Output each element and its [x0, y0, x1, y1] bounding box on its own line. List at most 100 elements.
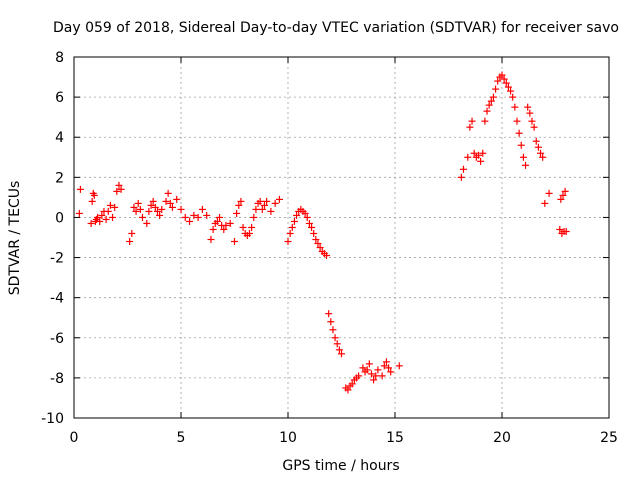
grid-lines [74, 57, 609, 418]
data-point [151, 203, 159, 211]
data-point [374, 366, 382, 374]
data-point [485, 101, 493, 109]
data-point [109, 213, 117, 221]
data-point [502, 79, 510, 87]
data-point [338, 350, 345, 358]
data-point [489, 93, 497, 101]
data-point [198, 205, 206, 213]
y-tick-label: -4 [50, 291, 64, 307]
data-point [365, 360, 373, 368]
data-point [88, 197, 96, 205]
data-point [457, 173, 465, 181]
data-point [216, 213, 224, 221]
data-point [325, 310, 333, 318]
data-point [162, 197, 170, 205]
data-point [111, 203, 119, 211]
data-point [87, 219, 95, 227]
data-point [470, 149, 478, 157]
y-tick-label: 4 [55, 130, 64, 146]
data-point [312, 236, 320, 244]
data-point [331, 334, 339, 342]
data-point [177, 205, 185, 213]
data-point [504, 83, 512, 91]
data-point [267, 207, 275, 215]
data-point [387, 368, 395, 376]
data-point [468, 117, 476, 125]
data-point [213, 217, 221, 225]
chart-title: Day 059 of 2018, Sidereal Day-to-day VTE… [53, 20, 619, 36]
data-point [156, 211, 164, 219]
data-point [145, 207, 153, 215]
data-point [308, 223, 316, 231]
data-point [222, 221, 230, 229]
data-point [522, 161, 530, 169]
data-point [186, 217, 194, 225]
data-point [153, 207, 161, 215]
data-point [519, 153, 527, 161]
data-point [310, 229, 318, 237]
data-point [385, 364, 393, 372]
x-tick-label: 0 [70, 430, 79, 446]
y-tick-label: -8 [50, 371, 64, 387]
x-tick-label: 25 [600, 430, 618, 446]
data-point [557, 195, 565, 203]
data-point [207, 236, 215, 244]
axis-ticks: 0 5 10 15 20 25 -10 -8 -6 -4 -2 0 2 4 6 8 [41, 50, 618, 446]
data-point [226, 219, 234, 227]
y-tick-label: -10 [41, 411, 64, 427]
data-point [541, 199, 549, 207]
data-point [181, 213, 189, 221]
data-point [545, 189, 553, 197]
data-point [498, 71, 506, 79]
data-point [194, 213, 202, 221]
data-point [507, 87, 515, 95]
x-axis-title: GPS time / hours [282, 458, 399, 474]
data-point [562, 227, 570, 235]
data-point [481, 117, 489, 125]
data-point [524, 103, 532, 111]
data-point [94, 213, 102, 221]
data-point [290, 217, 298, 225]
data-point [305, 219, 313, 227]
data-point [209, 225, 217, 233]
data-point [130, 203, 138, 211]
y-tick-label: 8 [55, 50, 64, 66]
y-tick-label: 2 [55, 170, 64, 186]
data-point [500, 75, 508, 83]
data-point [75, 209, 83, 217]
data-point [284, 238, 292, 246]
data-point [327, 318, 335, 326]
data-point [464, 153, 472, 161]
data-point [466, 123, 474, 131]
data-point [301, 209, 309, 217]
data-point [459, 165, 467, 173]
data-point [98, 211, 106, 219]
data-point [132, 207, 140, 215]
data-point [220, 225, 228, 233]
data-point [329, 326, 337, 334]
x-tick-label: 20 [493, 430, 511, 446]
data-point [134, 199, 142, 207]
data-point [561, 187, 569, 195]
data-point [333, 340, 341, 348]
data-point [136, 205, 144, 213]
data-point [335, 346, 343, 354]
data-point [556, 225, 564, 233]
data-point [147, 201, 155, 209]
data-point [511, 103, 519, 111]
data-point [378, 372, 386, 380]
data-point [363, 366, 371, 374]
data-point [492, 85, 500, 93]
data-point [245, 229, 253, 237]
data-point [477, 157, 485, 165]
data-point [483, 107, 491, 115]
plot-frame [73, 56, 610, 419]
y-tick-label: 6 [55, 90, 64, 106]
y-tick-label: -2 [50, 251, 64, 267]
data-point [235, 201, 243, 209]
x-tick-label: 5 [177, 430, 186, 446]
data-point [231, 238, 238, 246]
data-point [143, 219, 151, 227]
data-point [102, 215, 110, 223]
data-point [380, 362, 388, 370]
